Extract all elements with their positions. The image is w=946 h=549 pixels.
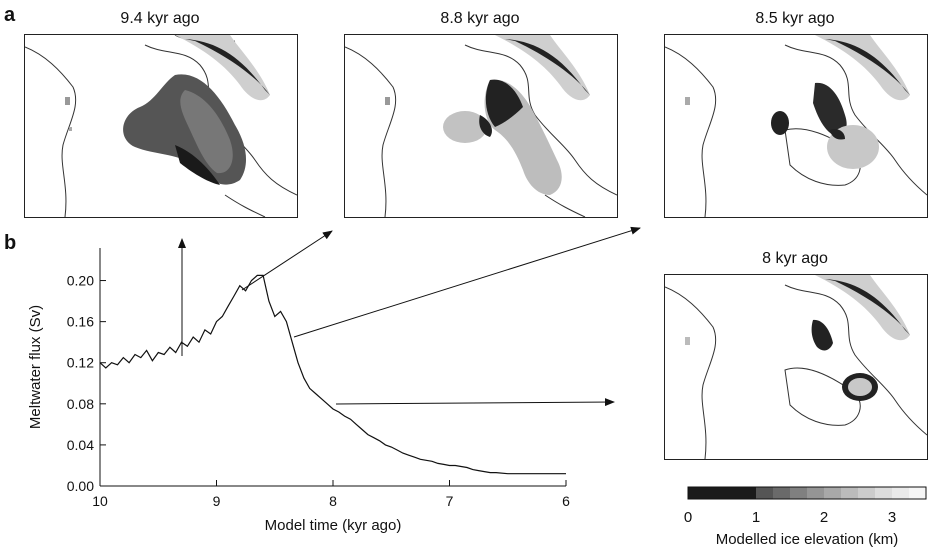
y-tick-label: 0.16 (67, 314, 94, 330)
x-tick-label: 10 (92, 493, 108, 509)
arrow-to-8-5 (293, 226, 641, 338)
colorbar-cell (705, 487, 723, 499)
ice-map-9-4 (24, 34, 298, 218)
colorbar-cell (722, 487, 740, 499)
map-title-8-5: 8.5 kyr ago (755, 10, 835, 27)
ice-map-8-5 (664, 34, 928, 218)
meltwater-chart: 10 9 8 7 6 0.00 0.04 0.08 0.12 0.16 0.20 Model ti… (27, 248, 570, 534)
y-tick-label: 0.08 (67, 396, 94, 412)
ice-map-8-0 (664, 274, 928, 460)
x-axis-ticks: 10 9 8 7 6 (92, 480, 570, 509)
colorbar-label: Modelled ice elevation (km) (716, 531, 899, 548)
x-axis-label: Model time (kyr ago) (265, 517, 402, 534)
x-tick-label: 6 (562, 493, 570, 509)
colorbar-cell (909, 487, 927, 499)
colorbar-cell (875, 487, 893, 499)
colorbar-tick-label: 3 (888, 509, 896, 526)
colorbar-tick-label: 0 (684, 509, 692, 526)
colorbar-cell (841, 487, 859, 499)
meltwater-flux-series-line (99, 274, 566, 475)
colorbar-cell (790, 487, 808, 499)
colorbar-cell (773, 487, 791, 499)
x-tick-label: 9 (213, 493, 221, 509)
colorbar-cell (892, 487, 910, 499)
colorbar-tick-label: 1 (752, 509, 760, 526)
arrow-to-8-8 (241, 230, 333, 291)
x-tick-label: 7 (446, 493, 454, 509)
x-tick-label: 8 (329, 493, 337, 509)
y-axis-ticks: 0.00 0.04 0.08 0.12 0.16 0.20 (67, 273, 106, 494)
colorbar-cell (807, 487, 825, 499)
colorbar-frame (687, 486, 927, 500)
y-tick-label: 0.04 (67, 437, 94, 453)
arrow-to-8-0 (335, 398, 615, 407)
y-tick-label: 0.20 (67, 273, 94, 289)
ice-elevation-colorbar: 0 1 2 3 Modelled ice elevation (km) (684, 486, 927, 548)
colorbar-cell (824, 487, 842, 499)
map-title-8-8: 8.8 kyr ago (440, 10, 520, 27)
y-tick-label: 0.12 (67, 355, 94, 371)
colorbar-cell (858, 487, 876, 499)
panel-b-label: b (4, 232, 17, 254)
ice-map-8-8 (344, 34, 618, 218)
panel-a-label: a (4, 4, 16, 26)
colorbar-cell (756, 487, 774, 499)
map-title-9-4: 9.4 kyr ago (120, 10, 200, 27)
map-pointer-arrows (178, 226, 641, 407)
map-title-8-0: 8 kyr ago (762, 250, 828, 267)
y-axis-label: Meltwater flux (Sv) (27, 305, 44, 429)
colorbar-cell (739, 487, 757, 499)
colorbar-tick-label: 2 (820, 509, 828, 526)
y-tick-label: 0.00 (67, 478, 94, 494)
colorbar-cell (688, 487, 706, 499)
